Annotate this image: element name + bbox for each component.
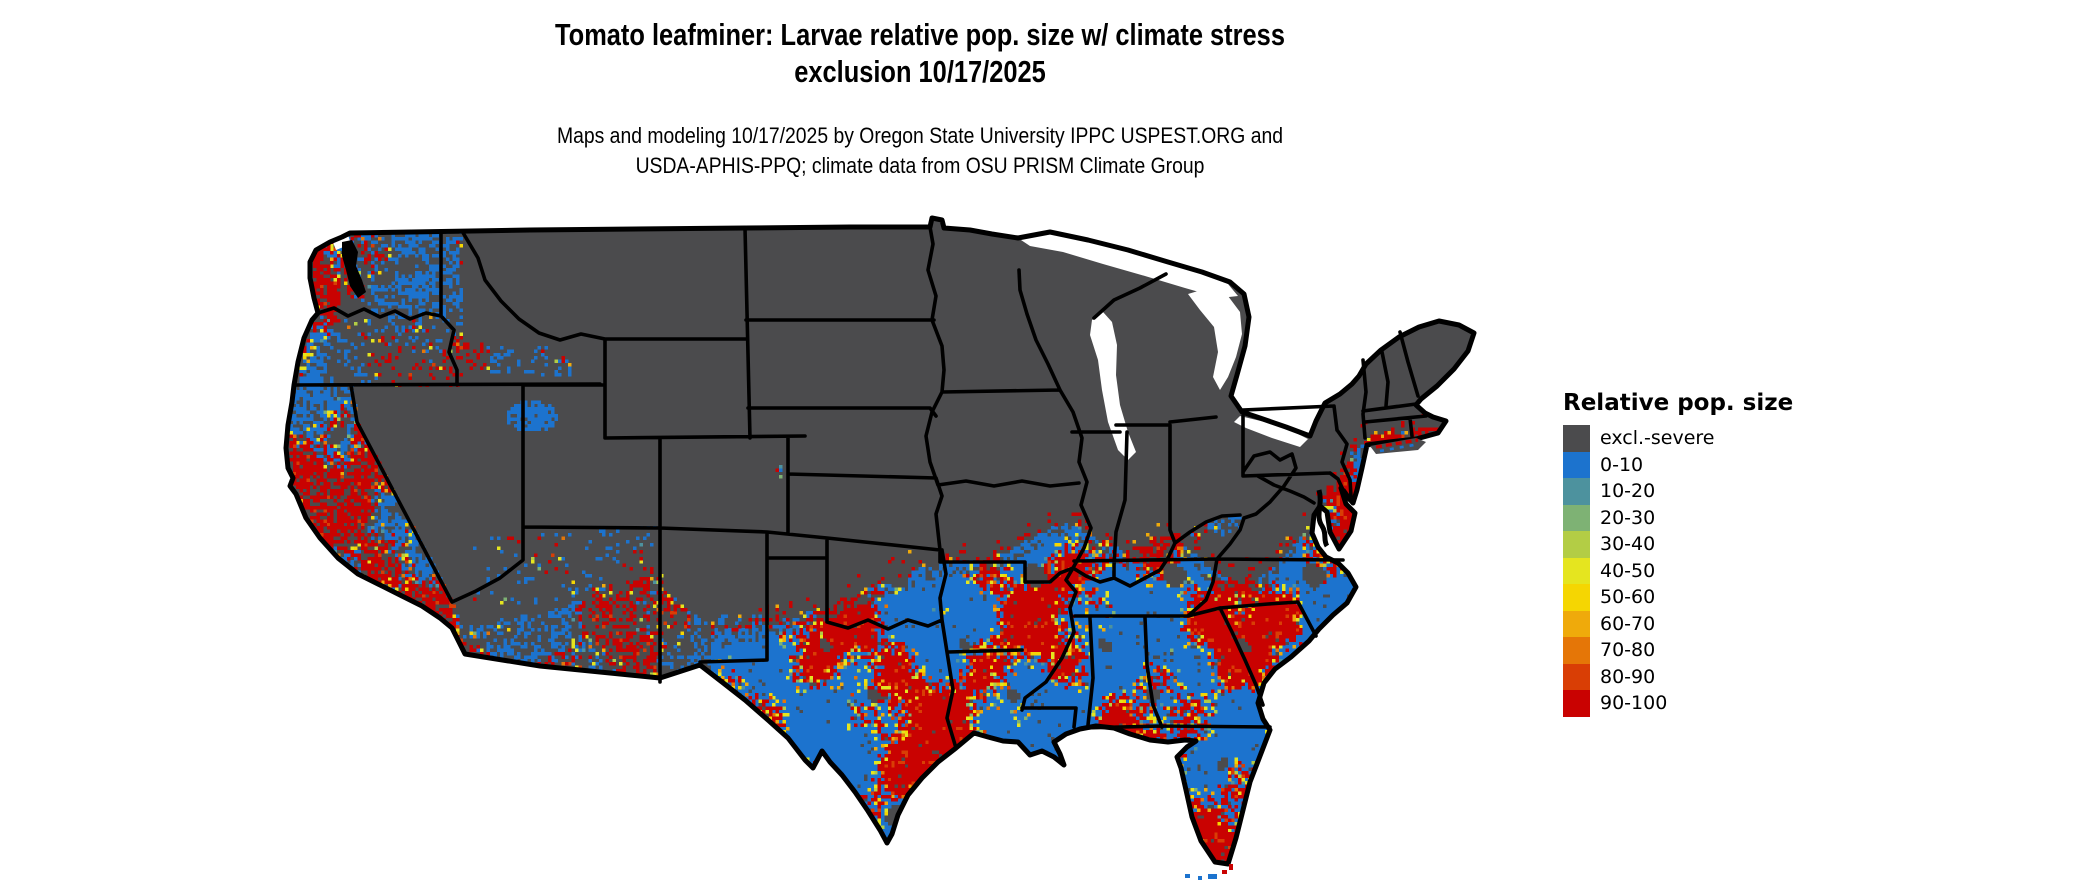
long-island-raster-red — [1375, 438, 1419, 449]
legend-title: Relative pop. size — [1563, 390, 1794, 416]
legend-item: 20-30 — [1563, 504, 1793, 531]
us-choropleth-map — [283, 215, 1477, 880]
legend-swatch — [1563, 584, 1590, 611]
legend-item: 30-40 — [1563, 531, 1793, 558]
legend-label: excl.-severe — [1600, 427, 1715, 450]
legend-label: 50-60 — [1600, 586, 1656, 609]
legend-label: 40-50 — [1600, 559, 1656, 582]
legend-label: 30-40 — [1600, 533, 1656, 556]
legend-item: 50-60 — [1563, 584, 1793, 611]
legend-label: 90-100 — [1600, 692, 1668, 715]
legend-swatch — [1563, 557, 1590, 584]
legend-swatch — [1563, 637, 1590, 664]
legend-item: 70-80 — [1563, 637, 1793, 664]
lake-huron — [1188, 288, 1242, 390]
legend-item: 10-20 — [1563, 478, 1793, 505]
legend-swatch — [1563, 425, 1590, 452]
us-outline — [283, 215, 1477, 867]
legend-swatch — [1563, 690, 1590, 717]
florida-keys — [1185, 864, 1233, 880]
legend-label: 60-70 — [1600, 612, 1656, 635]
legend-label: 10-20 — [1600, 480, 1656, 503]
legend-swatch — [1563, 663, 1590, 690]
legend-item: 0-10 — [1563, 451, 1793, 478]
map-subtitle: Maps and modeling 10/17/2025 by Oregon S… — [404, 121, 1436, 181]
chesapeake-bay — [1316, 489, 1330, 548]
legend-swatch — [1563, 478, 1590, 505]
legend-item: 60-70 — [1563, 610, 1793, 637]
long-island — [1370, 438, 1426, 454]
map-title: Tomato leafminer: Larvae relative pop. s… — [428, 16, 1412, 90]
map-title-line-1: Tomato leafminer: Larvae relative pop. s… — [555, 17, 1285, 52]
lake-superior — [1018, 232, 1238, 298]
legend-swatch — [1563, 531, 1590, 558]
legend-item: excl.-severe — [1563, 425, 1793, 452]
map-subtitle-line-1: Maps and modeling 10/17/2025 by Oregon S… — [556, 123, 1284, 148]
lake-michigan — [1090, 312, 1136, 460]
map-title-line-2: exclusion 10/17/2025 — [794, 54, 1046, 89]
lake-erie — [1234, 416, 1308, 447]
legend-label: 0-10 — [1600, 453, 1644, 476]
legend-label: 70-80 — [1600, 639, 1656, 662]
legend-rows: excl.-severe 0-10 10-20 20-30 30-40 40-50 50-6… — [1563, 425, 1793, 717]
population-raster — [289, 227, 1474, 864]
legend-item: 90-100 — [1563, 690, 1793, 717]
puget-sound — [342, 240, 366, 298]
legend-item: 80-90 — [1563, 663, 1793, 690]
legend-item: 40-50 — [1563, 557, 1793, 584]
legend-label: 80-90 — [1600, 665, 1656, 688]
lake-ontario — [1276, 384, 1334, 400]
map-subtitle-line-2: USDA-APHIS-PPQ; climate data from OSU PR… — [635, 153, 1205, 178]
legend-swatch — [1563, 610, 1590, 637]
legend-label: 20-30 — [1600, 506, 1656, 529]
legend-swatch — [1563, 504, 1590, 531]
legend: Relative pop. size excl.-severe 0-10 10-20… — [1563, 390, 1793, 717]
legend-swatch — [1563, 451, 1590, 478]
state-borders — [292, 225, 1428, 750]
